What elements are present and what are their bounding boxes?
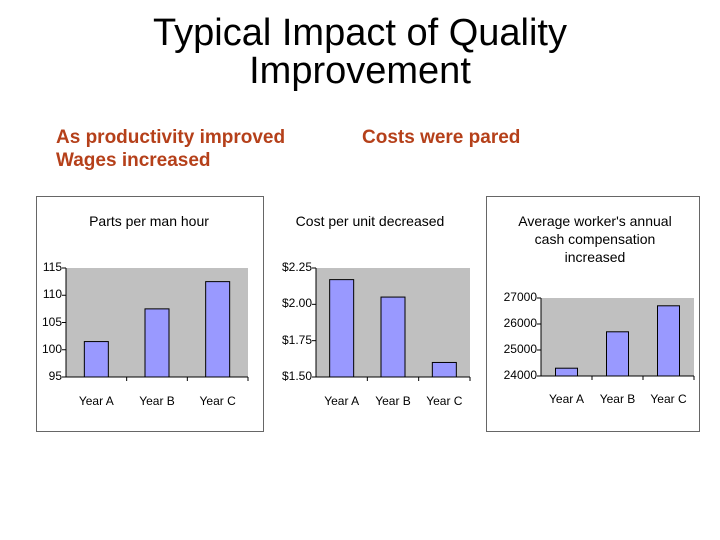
right-subtitle: Costs were pared	[362, 127, 521, 148]
x-tick-label-wages: Year B	[599, 392, 636, 406]
y-tick-label-parts: 100	[41, 341, 62, 356]
left-subtitle-line1: As productivity improved	[56, 127, 286, 148]
chart-title-wages: Average worker's annual cash compensatio…	[490, 212, 700, 266]
bar-parts-2	[144, 308, 170, 378]
x-tick-label-parts: Year B	[139, 394, 175, 408]
y-tick-label-wages: 24000	[503, 368, 537, 382]
x-tick-label-wages: Year C	[650, 392, 687, 406]
left-subtitle: As productivity improved Wages increased	[56, 126, 285, 172]
y-tick-label-parts: 110	[42, 287, 62, 302]
x-tick-label-cost: Year A	[324, 394, 360, 408]
bar-cost-1	[329, 279, 355, 378]
bar-parts-3	[205, 281, 231, 378]
y-tick-label-cost: $2.00	[281, 296, 312, 311]
chart-title-cost: Cost per unit decreased	[295, 213, 445, 229]
y-tick-label-parts: 105	[41, 314, 62, 329]
left-subtitle-line2: Wages increased	[56, 150, 211, 171]
y-tick-label-cost: $2.25	[281, 260, 312, 274]
y-tick-label-cost: $1.75	[281, 332, 312, 347]
chart-title-wages-line2: cash compensation	[534, 231, 656, 247]
x-tick-label-cost: Year C	[426, 394, 463, 408]
slide-title-line1: Typical Impact of Quality	[153, 12, 567, 54]
y-tick-label-wages: 26000	[503, 316, 537, 330]
x-tick-label-parts: Year C	[199, 394, 236, 408]
chart-title-wages-line3: increased	[564, 249, 626, 265]
x-tick-label-parts: Year A	[78, 394, 114, 408]
x-tick-label-wages: Year A	[549, 392, 584, 406]
x-tick-label-cost: Year B	[375, 394, 411, 408]
slide-title: Typical Impact of Quality Improvement	[0, 14, 720, 90]
y-tick-label-parts: 115	[42, 260, 62, 274]
bar-cost-3	[431, 361, 457, 378]
bar-cost-2	[380, 296, 406, 378]
y-tick-label-cost: $1.50	[281, 369, 312, 383]
bar-wages-1	[555, 367, 578, 377]
y-tick-label-wages: 25000	[503, 342, 537, 356]
slide-title-line2: Improvement	[249, 50, 471, 92]
bar-parts-1	[83, 341, 109, 378]
chart-title-parts: Parts per man hour	[89, 213, 209, 229]
chart-title-wages-line1: Average worker's annual	[518, 213, 672, 229]
bar-wages-2	[606, 331, 629, 377]
y-tick-label-wages: 27000	[503, 290, 537, 304]
y-tick-label-parts: 95	[48, 369, 62, 383]
bar-wages-3	[657, 305, 680, 377]
